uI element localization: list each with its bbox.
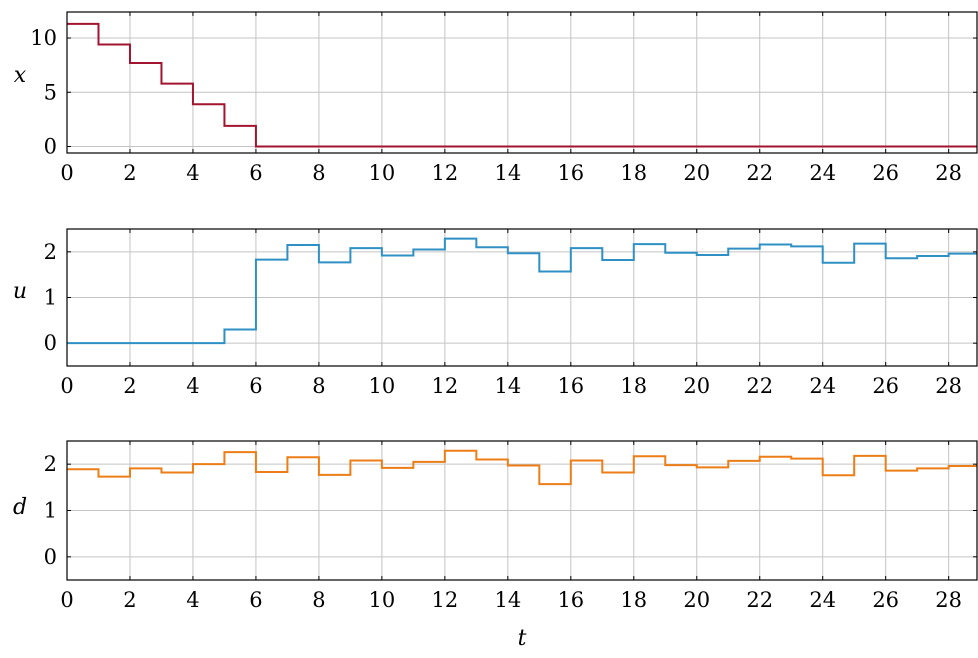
- x-tick-label: 2: [123, 374, 136, 398]
- x-tick-label: 8: [312, 374, 325, 398]
- x-tick-label: 20: [683, 161, 710, 185]
- y-tick-label: 5: [44, 80, 57, 104]
- x-tick-label: 26: [872, 374, 899, 398]
- x-tick-label: 22: [746, 161, 773, 185]
- y-tick-label: 1: [44, 286, 57, 310]
- x-tick-label: 12: [431, 588, 458, 612]
- x-tick-label: 4: [186, 161, 199, 185]
- series-line-u: [67, 237, 977, 345]
- x-axis-label: t: [518, 626, 527, 651]
- x-tick-label: 2: [123, 588, 136, 612]
- x-tick-label: 6: [249, 588, 262, 612]
- x-tick-label: 16: [557, 374, 584, 398]
- x-tick-label: 20: [683, 374, 710, 398]
- x-tick-label: 6: [249, 374, 262, 398]
- y-axis-label: d: [13, 495, 27, 520]
- y-tick-label: 0: [44, 545, 57, 569]
- series-line-x: [67, 22, 977, 148]
- x-tick-label: 14: [494, 161, 521, 185]
- y-tick-label: 2: [44, 452, 57, 476]
- x-tick-label: 28: [935, 161, 962, 185]
- series-line-d: [67, 449, 977, 486]
- x-tick-label: 8: [312, 161, 325, 185]
- x-tick-label: 12: [431, 374, 458, 398]
- x-tick-label: 4: [186, 374, 199, 398]
- x-tick-label: 4: [186, 588, 199, 612]
- x-tick-label: 24: [809, 588, 836, 612]
- x-tick-label: 6: [249, 161, 262, 185]
- x-tick-label: 10: [369, 374, 396, 398]
- y-tick-label: 0: [44, 134, 57, 158]
- x-tick-label: 14: [494, 588, 521, 612]
- x-tick-label: 18: [620, 374, 647, 398]
- x-tick-label: 26: [872, 161, 899, 185]
- y-tick-label: 1: [44, 499, 57, 523]
- x-tick-label: 22: [746, 588, 773, 612]
- x-tick-label: 14: [494, 374, 521, 398]
- x-tick-label: 8: [312, 588, 325, 612]
- x-tick-label: 28: [935, 374, 962, 398]
- x-tick-label: 16: [557, 588, 584, 612]
- plot-frame: [66, 228, 978, 367]
- x-tick-label: 0: [60, 588, 73, 612]
- x-tick-label: 10: [369, 161, 396, 185]
- x-tick-label: 0: [60, 374, 73, 398]
- x-tick-label: 24: [809, 161, 836, 185]
- x-tick-label: 10: [369, 588, 396, 612]
- x-tick-label: 2: [123, 161, 136, 185]
- x-tick-label: 28: [935, 588, 962, 612]
- y-axis-label: x: [14, 63, 27, 88]
- x-tick-label: 12: [431, 161, 458, 185]
- x-tick-label: 18: [620, 161, 647, 185]
- plot-frame: [66, 440, 978, 581]
- y-tick-label: 0: [44, 331, 57, 355]
- x-tick-label: 26: [872, 588, 899, 612]
- y-axis-label: u: [13, 279, 27, 304]
- plot-frame: [66, 11, 978, 154]
- x-tick-label: 20: [683, 588, 710, 612]
- x-tick-label: 24: [809, 374, 836, 398]
- x-tick-label: 16: [557, 161, 584, 185]
- y-tick-label: 10: [30, 26, 57, 50]
- x-tick-label: 18: [620, 588, 647, 612]
- x-tick-label: 0: [60, 161, 73, 185]
- y-tick-label: 2: [44, 240, 57, 264]
- x-tick-label: 22: [746, 374, 773, 398]
